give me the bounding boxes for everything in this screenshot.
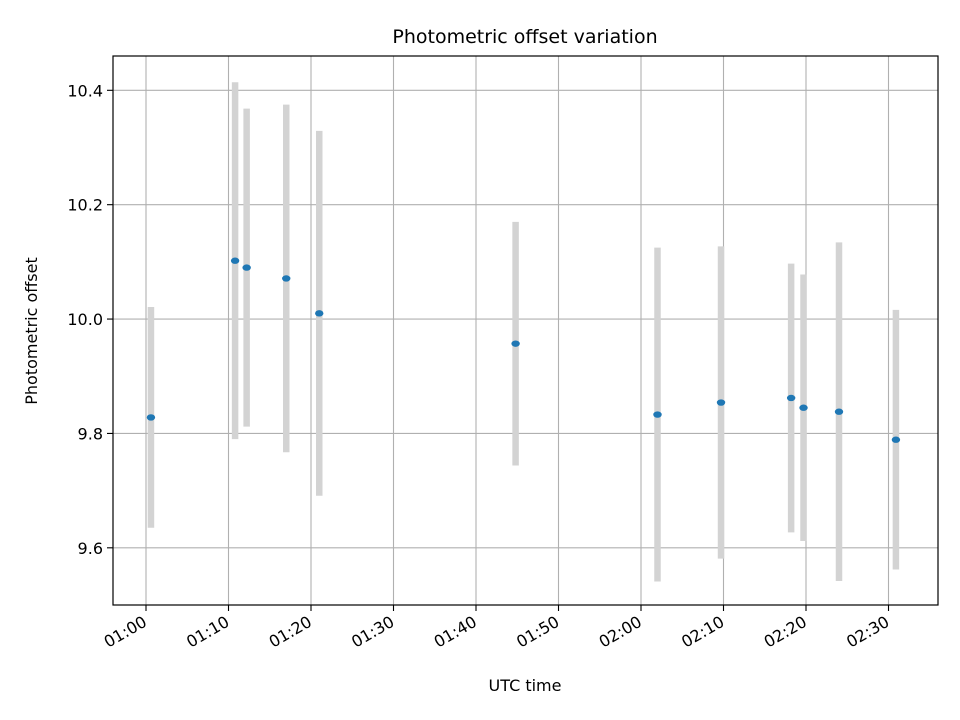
data-points bbox=[146, 257, 901, 443]
y-tick-label: 10.2 bbox=[67, 196, 103, 215]
data-point bbox=[786, 394, 796, 402]
y-tick-label: 10.0 bbox=[67, 310, 103, 329]
data-point bbox=[242, 264, 251, 271]
data-point bbox=[315, 310, 324, 317]
data-point bbox=[653, 411, 662, 418]
y-tick-label: 9.8 bbox=[78, 424, 103, 443]
data-point bbox=[891, 436, 901, 443]
x-tick-label: 01:00 bbox=[101, 612, 150, 652]
chart-title: Photometric offset variation bbox=[392, 26, 657, 48]
y-ticks: 9.6 9.8 10.0 10.2 10.4 bbox=[67, 81, 113, 558]
data-point bbox=[230, 257, 240, 264]
x-tick-label: 02:30 bbox=[843, 612, 892, 652]
data-point bbox=[146, 414, 156, 421]
data-point bbox=[511, 340, 520, 347]
data-point bbox=[716, 399, 726, 406]
x-tick-label: 02:10 bbox=[678, 612, 727, 652]
x-tick-label: 01:50 bbox=[513, 612, 562, 652]
x-tick-label: 02:20 bbox=[761, 612, 810, 652]
data-point bbox=[799, 404, 808, 411]
y-tick-label: 10.4 bbox=[67, 81, 103, 100]
plot-frame bbox=[112, 55, 939, 606]
data-point bbox=[834, 408, 844, 415]
x-tick-label: 01:10 bbox=[183, 612, 232, 652]
y-tick-label: 9.6 bbox=[78, 539, 103, 558]
y-axis-label: Photometric offset bbox=[22, 257, 41, 405]
x-axis-label: UTC time bbox=[489, 676, 562, 695]
x-tick-label: 01:40 bbox=[431, 612, 480, 652]
x-tick-label: 02:00 bbox=[596, 612, 645, 652]
x-ticks: 01:00 01:10 01:20 01:30 01:40 01:50 02:00 02:10… bbox=[101, 605, 893, 652]
x-tick-label: 01:20 bbox=[266, 612, 315, 652]
error-bars bbox=[147, 82, 900, 582]
data-point bbox=[282, 275, 291, 282]
x-tick-label: 01:30 bbox=[348, 612, 397, 652]
